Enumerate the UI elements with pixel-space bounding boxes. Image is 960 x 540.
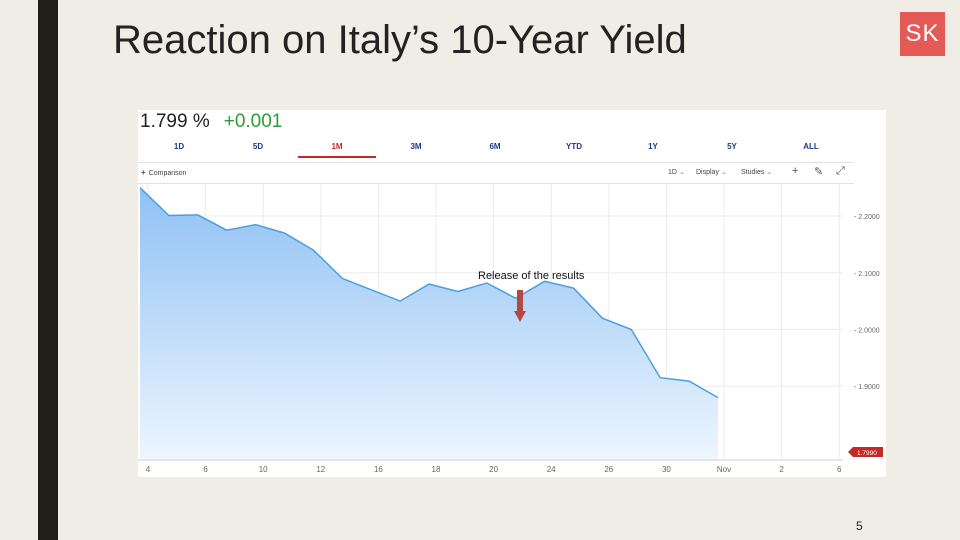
display-dropdown[interactable]: Display ⌄ — [696, 168, 727, 176]
yield-line — [139, 187, 719, 399]
chevron-down-icon: ⌄ — [720, 169, 727, 176]
arrow-down-icon — [514, 311, 526, 322]
pencil-icon[interactable]: ✎ — [814, 166, 824, 178]
range-tab-1m[interactable]: 1M — [298, 140, 376, 158]
quote-change: +0.001 — [223, 111, 283, 132]
crosshair-icon[interactable]: + — [792, 165, 799, 177]
x-axis-labels: 4 6 10 12 16 18 20 24 26 30 Nov 2 6 — [146, 465, 842, 474]
y-tick-label: - 2.2000 — [854, 214, 880, 221]
yield-chart: 4 6 10 12 16 18 20 24 26 30 Nov 2 6 - 2.2000- 2.1000… — [138, 182, 883, 474]
comparison-label: Comparison — [148, 170, 187, 177]
x-tick-label: 16 — [374, 465, 383, 474]
quote-price: 1.799 % — [140, 111, 210, 132]
range-tab-6m[interactable]: 6M — [489, 142, 501, 151]
x-tick-label: 12 — [316, 465, 325, 474]
quote-header: 1.799 % +0.001 — [140, 110, 282, 134]
y-axis-labels: - 2.2000 - 2.1000 - 2.0000 - 1.9000 — [854, 214, 880, 391]
y-tick-label: - 1.9000 — [854, 384, 880, 391]
annotation-label: Release of the results — [478, 270, 585, 282]
studies-label: Studies — [741, 169, 765, 176]
x-tick-label: 20 — [489, 465, 498, 474]
x-tick-label: 24 — [547, 465, 556, 474]
range-tabs: 1D 5D 1M 3M 6M YTD 1Y 5Y ALL — [138, 140, 854, 158]
interval-label: 1D — [668, 169, 677, 176]
range-tab-1d[interactable]: 1D — [173, 142, 185, 151]
x-tick-label: 6 — [203, 465, 208, 474]
chevron-down-icon: ⌄ — [678, 169, 685, 176]
y-tick-label: - 2.0000 — [854, 328, 880, 335]
slide-title: Reaction on Italy’s 10-Year Yield — [113, 18, 687, 62]
sk-logo: SK — [900, 12, 945, 56]
x-tick-label: 18 — [432, 465, 441, 474]
yield-area — [140, 187, 718, 460]
range-tab-3m[interactable]: 3M — [410, 142, 422, 151]
page-number: 5 — [856, 519, 863, 533]
chart-widget: 1.799 % +0.001 1D 5D 1M 3M 6M YTD 1Y 5Y ALL + Com… — [138, 110, 886, 477]
range-tab-1y[interactable]: 1Y — [648, 142, 658, 151]
last-value-marker: 1.7990 — [848, 447, 883, 457]
left-accent-bar — [38, 0, 58, 540]
y-tick-label: - 2.1000 — [854, 271, 880, 278]
interval-dropdown[interactable]: 1D ⌄ — [668, 168, 685, 176]
annotation-arrow — [514, 290, 526, 322]
x-tick-label: 2 — [779, 465, 784, 474]
x-tick-label: 4 — [146, 465, 151, 474]
range-tab-5y[interactable]: 5Y — [727, 142, 737, 151]
x-tick-label: 6 — [837, 465, 842, 474]
chevron-down-icon: ⌄ — [766, 169, 773, 176]
range-tab-all[interactable]: ALL — [803, 142, 819, 151]
comparison-button[interactable]: + Comparison — [141, 168, 186, 177]
plus-icon: + — [141, 168, 146, 177]
studies-dropdown[interactable]: Studies ⌄ — [741, 168, 772, 176]
range-tab-5d[interactable]: 5D — [252, 142, 264, 151]
x-tick-label: 30 — [662, 465, 671, 474]
arrow-shaft — [517, 290, 523, 312]
x-tick-label: 26 — [604, 465, 613, 474]
expand-icon[interactable]: ⤢ — [836, 165, 845, 177]
chart-toolbar: + Comparison 1D ⌄ Display ⌄ Studies ⌄ + ✎ ⤢ — [138, 162, 854, 184]
last-value-badge — [848, 447, 883, 457]
x-tick-label: Nov — [717, 465, 731, 474]
range-tab-ytd[interactable]: YTD — [566, 142, 582, 151]
display-label: Display — [696, 169, 719, 176]
x-tick-label: 10 — [259, 465, 268, 474]
last-value-label: 1.7990 — [857, 450, 877, 457]
